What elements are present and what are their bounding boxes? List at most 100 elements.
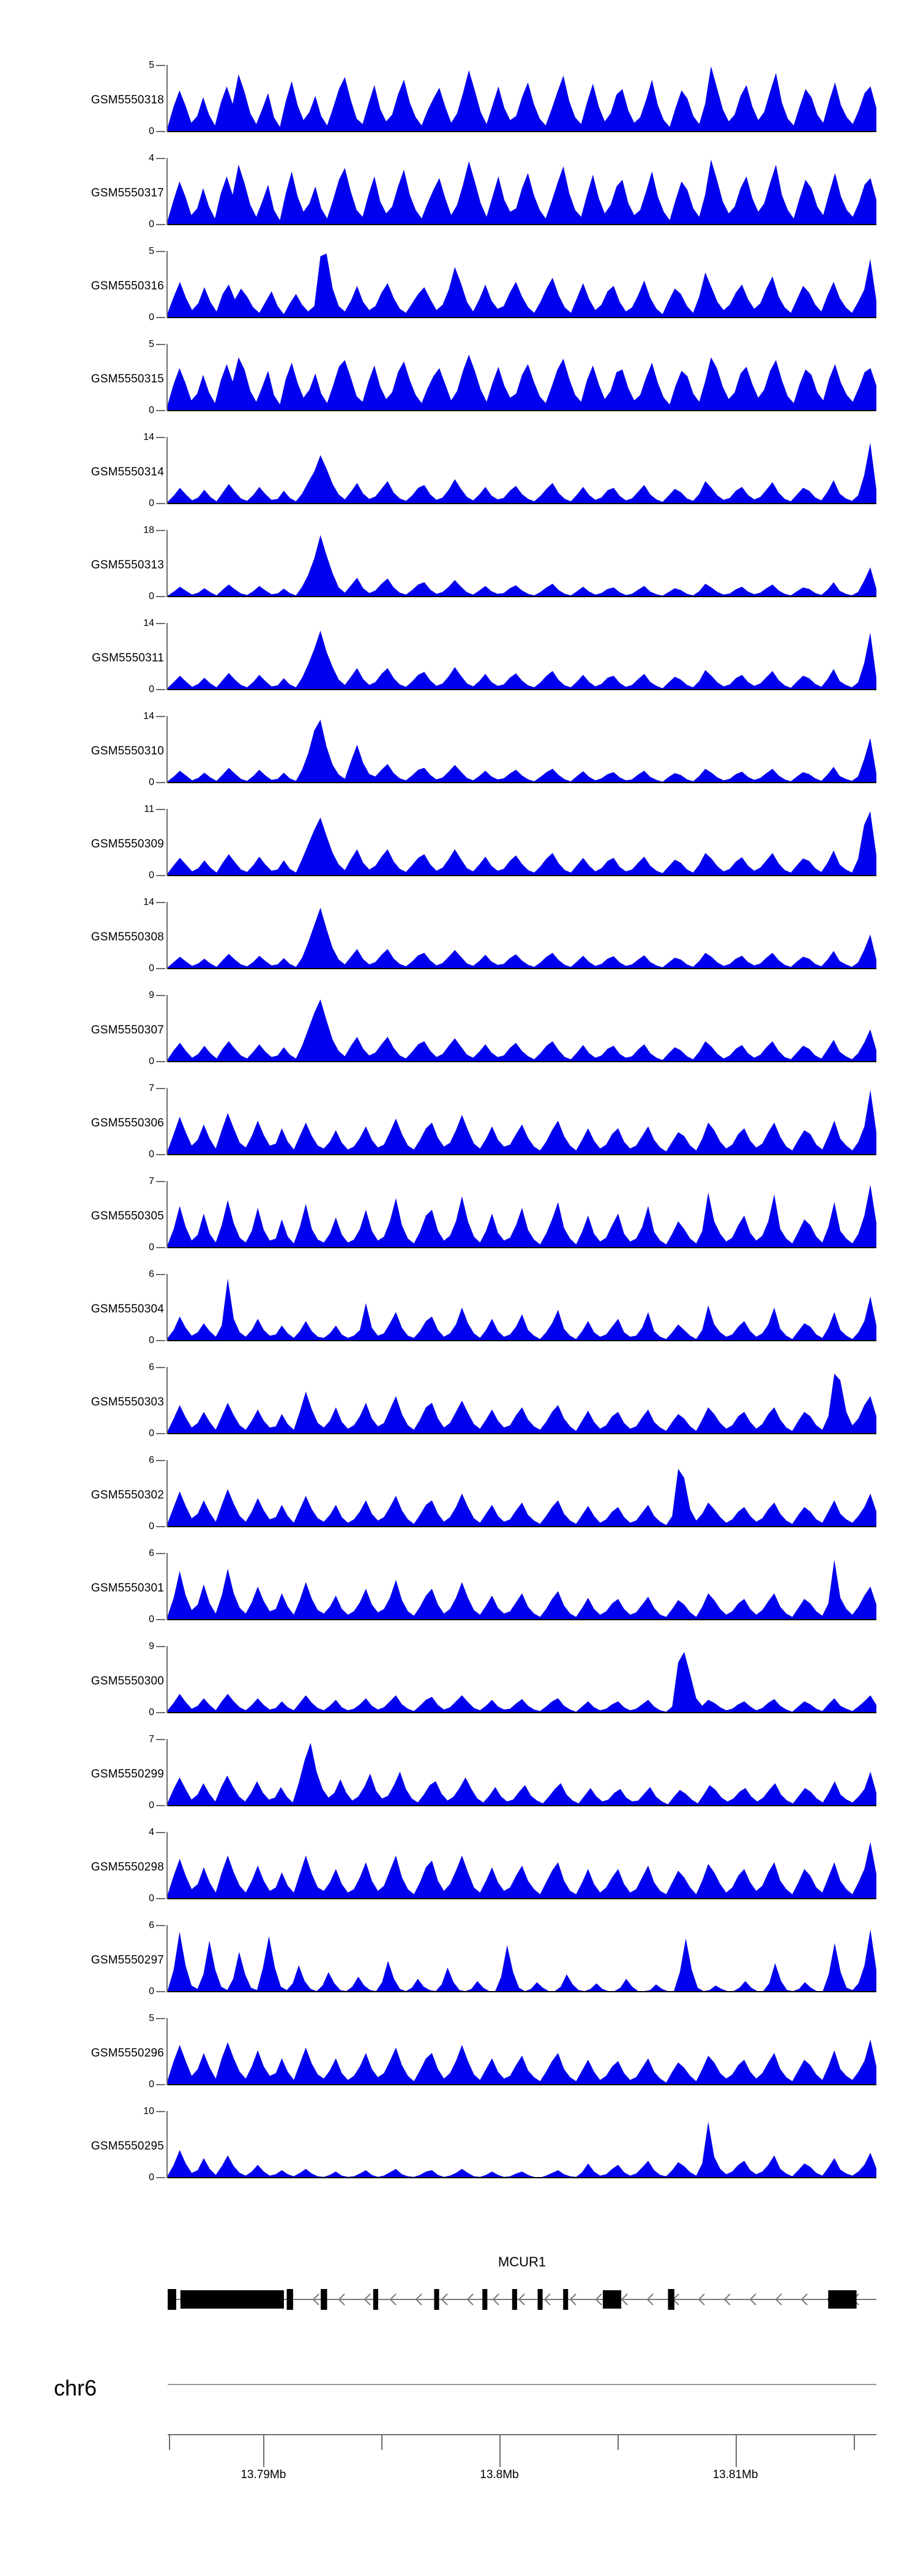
gene-name-label: MCUR1 <box>498 2254 547 2269</box>
y-axis-max-label: 4 <box>149 153 154 163</box>
sample-label: GSM5550302 <box>91 1489 164 1502</box>
y-axis-spine <box>166 2111 168 2178</box>
y-axis-tick-min <box>156 1619 165 1620</box>
y-axis-tick-max <box>156 251 165 252</box>
y-axis-spine <box>166 530 168 597</box>
coverage-area-plot <box>168 2111 876 2178</box>
sample-label: GSM5550313 <box>91 559 164 571</box>
y-axis-spine <box>166 1274 168 1341</box>
track-y-axis: 10 0 <box>143 2107 168 2183</box>
y-axis-tick-max <box>156 158 165 159</box>
y-axis-tick-max <box>156 1553 165 1554</box>
y-axis-spine <box>166 1925 168 1992</box>
sample-label: GSM5550299 <box>91 1768 164 1781</box>
plot-baseline <box>168 1898 876 1899</box>
chromosome-label: chr6 <box>54 2375 97 2400</box>
plot-baseline <box>168 1247 876 1248</box>
sample-label: GSM5550308 <box>91 931 164 944</box>
y-axis-max-label: 4 <box>149 1827 154 1837</box>
y-axis-tick-min <box>156 131 165 132</box>
ruler-top-line <box>168 2384 876 2385</box>
coverage-track-row: GSM5550304 6 0 <box>0 1263 918 1356</box>
coverage-track-row: GSM5550305 7 0 <box>0 1170 918 1263</box>
plot-baseline <box>168 689 876 690</box>
coverage-track-row: GSM5550303 6 0 <box>0 1356 918 1449</box>
sample-label: GSM5550318 <box>91 94 164 106</box>
track-y-axis: 14 0 <box>143 433 168 508</box>
y-axis-spine <box>166 2018 168 2085</box>
y-axis-spine <box>166 1739 168 1806</box>
ruler-axis-line <box>168 2434 876 2435</box>
y-axis-tick-min <box>156 1340 165 1341</box>
y-axis-tick-max <box>156 1367 165 1368</box>
y-axis-max-label: 6 <box>149 1920 154 1930</box>
y-axis-min-label: 0 <box>149 1242 154 1253</box>
y-axis-min-label: 0 <box>149 498 154 508</box>
ruler-tick-major <box>263 2434 265 2467</box>
y-axis-tick-max <box>156 1646 165 1647</box>
y-axis-tick-max <box>156 1088 165 1089</box>
plot-baseline <box>168 1526 876 1527</box>
coverage-area-plot <box>168 1181 876 1248</box>
coverage-track-row: GSM5550317 4 0 <box>0 147 918 240</box>
coverage-track-row: GSM5550300 9 0 <box>0 1635 918 1728</box>
y-axis-max-label: 9 <box>149 990 154 1000</box>
y-axis-spine <box>166 716 168 783</box>
coverage-area-plot <box>168 437 876 504</box>
sample-label: GSM5550298 <box>91 1861 164 1874</box>
sample-label: GSM5550306 <box>91 1117 164 1130</box>
sample-label: GSM5550305 <box>91 1210 164 1223</box>
sample-label: GSM5550314 <box>91 466 164 478</box>
y-axis-tick-min <box>156 1712 165 1713</box>
ruler-tick-label: 13.81Mb <box>712 2468 758 2481</box>
y-axis-max-label: 6 <box>149 1455 154 1465</box>
y-axis-spine <box>166 902 168 969</box>
y-axis-tick-min <box>156 1154 165 1155</box>
coverage-area-plot <box>168 1274 876 1341</box>
y-axis-tick-max <box>156 1832 165 1833</box>
plot-baseline <box>168 1061 876 1062</box>
plot-baseline <box>168 1340 876 1341</box>
ruler-tick-major <box>735 2434 737 2467</box>
y-axis-tick-min <box>156 1247 165 1248</box>
y-axis-min-label: 0 <box>149 2079 154 2090</box>
sample-label: GSM5550295 <box>91 2140 164 2153</box>
y-axis-tick-min <box>156 224 165 225</box>
y-axis-min-label: 0 <box>149 1335 154 1346</box>
y-axis-tick-max <box>156 437 165 438</box>
coverage-track-row: GSM5550313 18 0 <box>0 519 918 612</box>
sample-label: GSM5550301 <box>91 1582 164 1595</box>
y-axis-spine <box>166 158 168 225</box>
y-axis-min-label: 0 <box>149 870 154 880</box>
y-axis-min-label: 0 <box>149 1521 154 1532</box>
coverage-track-row: GSM5550297 6 0 <box>0 1914 918 2007</box>
y-axis-min-label: 0 <box>149 1428 154 1439</box>
sample-label: GSM5550311 <box>92 652 164 664</box>
coverage-track-row: GSM5550299 7 0 <box>0 1728 918 1821</box>
plot-baseline <box>168 410 876 411</box>
coverage-tracks-panel: GSM5550318 5 0 GSM5550317 4 0 GSM5550316 5 0 GSM5… <box>0 54 918 2193</box>
track-y-axis: 14 0 <box>143 898 168 973</box>
gene-model-diagram <box>168 2281 876 2318</box>
coverage-track-row: GSM5550298 4 0 <box>0 1821 918 1914</box>
coverage-track-row: GSM5550311 14 0 <box>0 612 918 705</box>
y-axis-tick-min <box>156 1805 165 1806</box>
y-axis-spine <box>166 344 168 411</box>
ruler-tick-minor <box>381 2434 382 2450</box>
y-axis-max-label: 10 <box>143 2106 154 2116</box>
coverage-area-plot <box>168 902 876 969</box>
y-axis-tick-max <box>156 716 165 717</box>
plot-baseline <box>168 1154 876 1155</box>
y-axis-tick-min <box>156 782 165 783</box>
y-axis-max-label: 14 <box>143 432 154 442</box>
y-axis-spine <box>166 1460 168 1527</box>
